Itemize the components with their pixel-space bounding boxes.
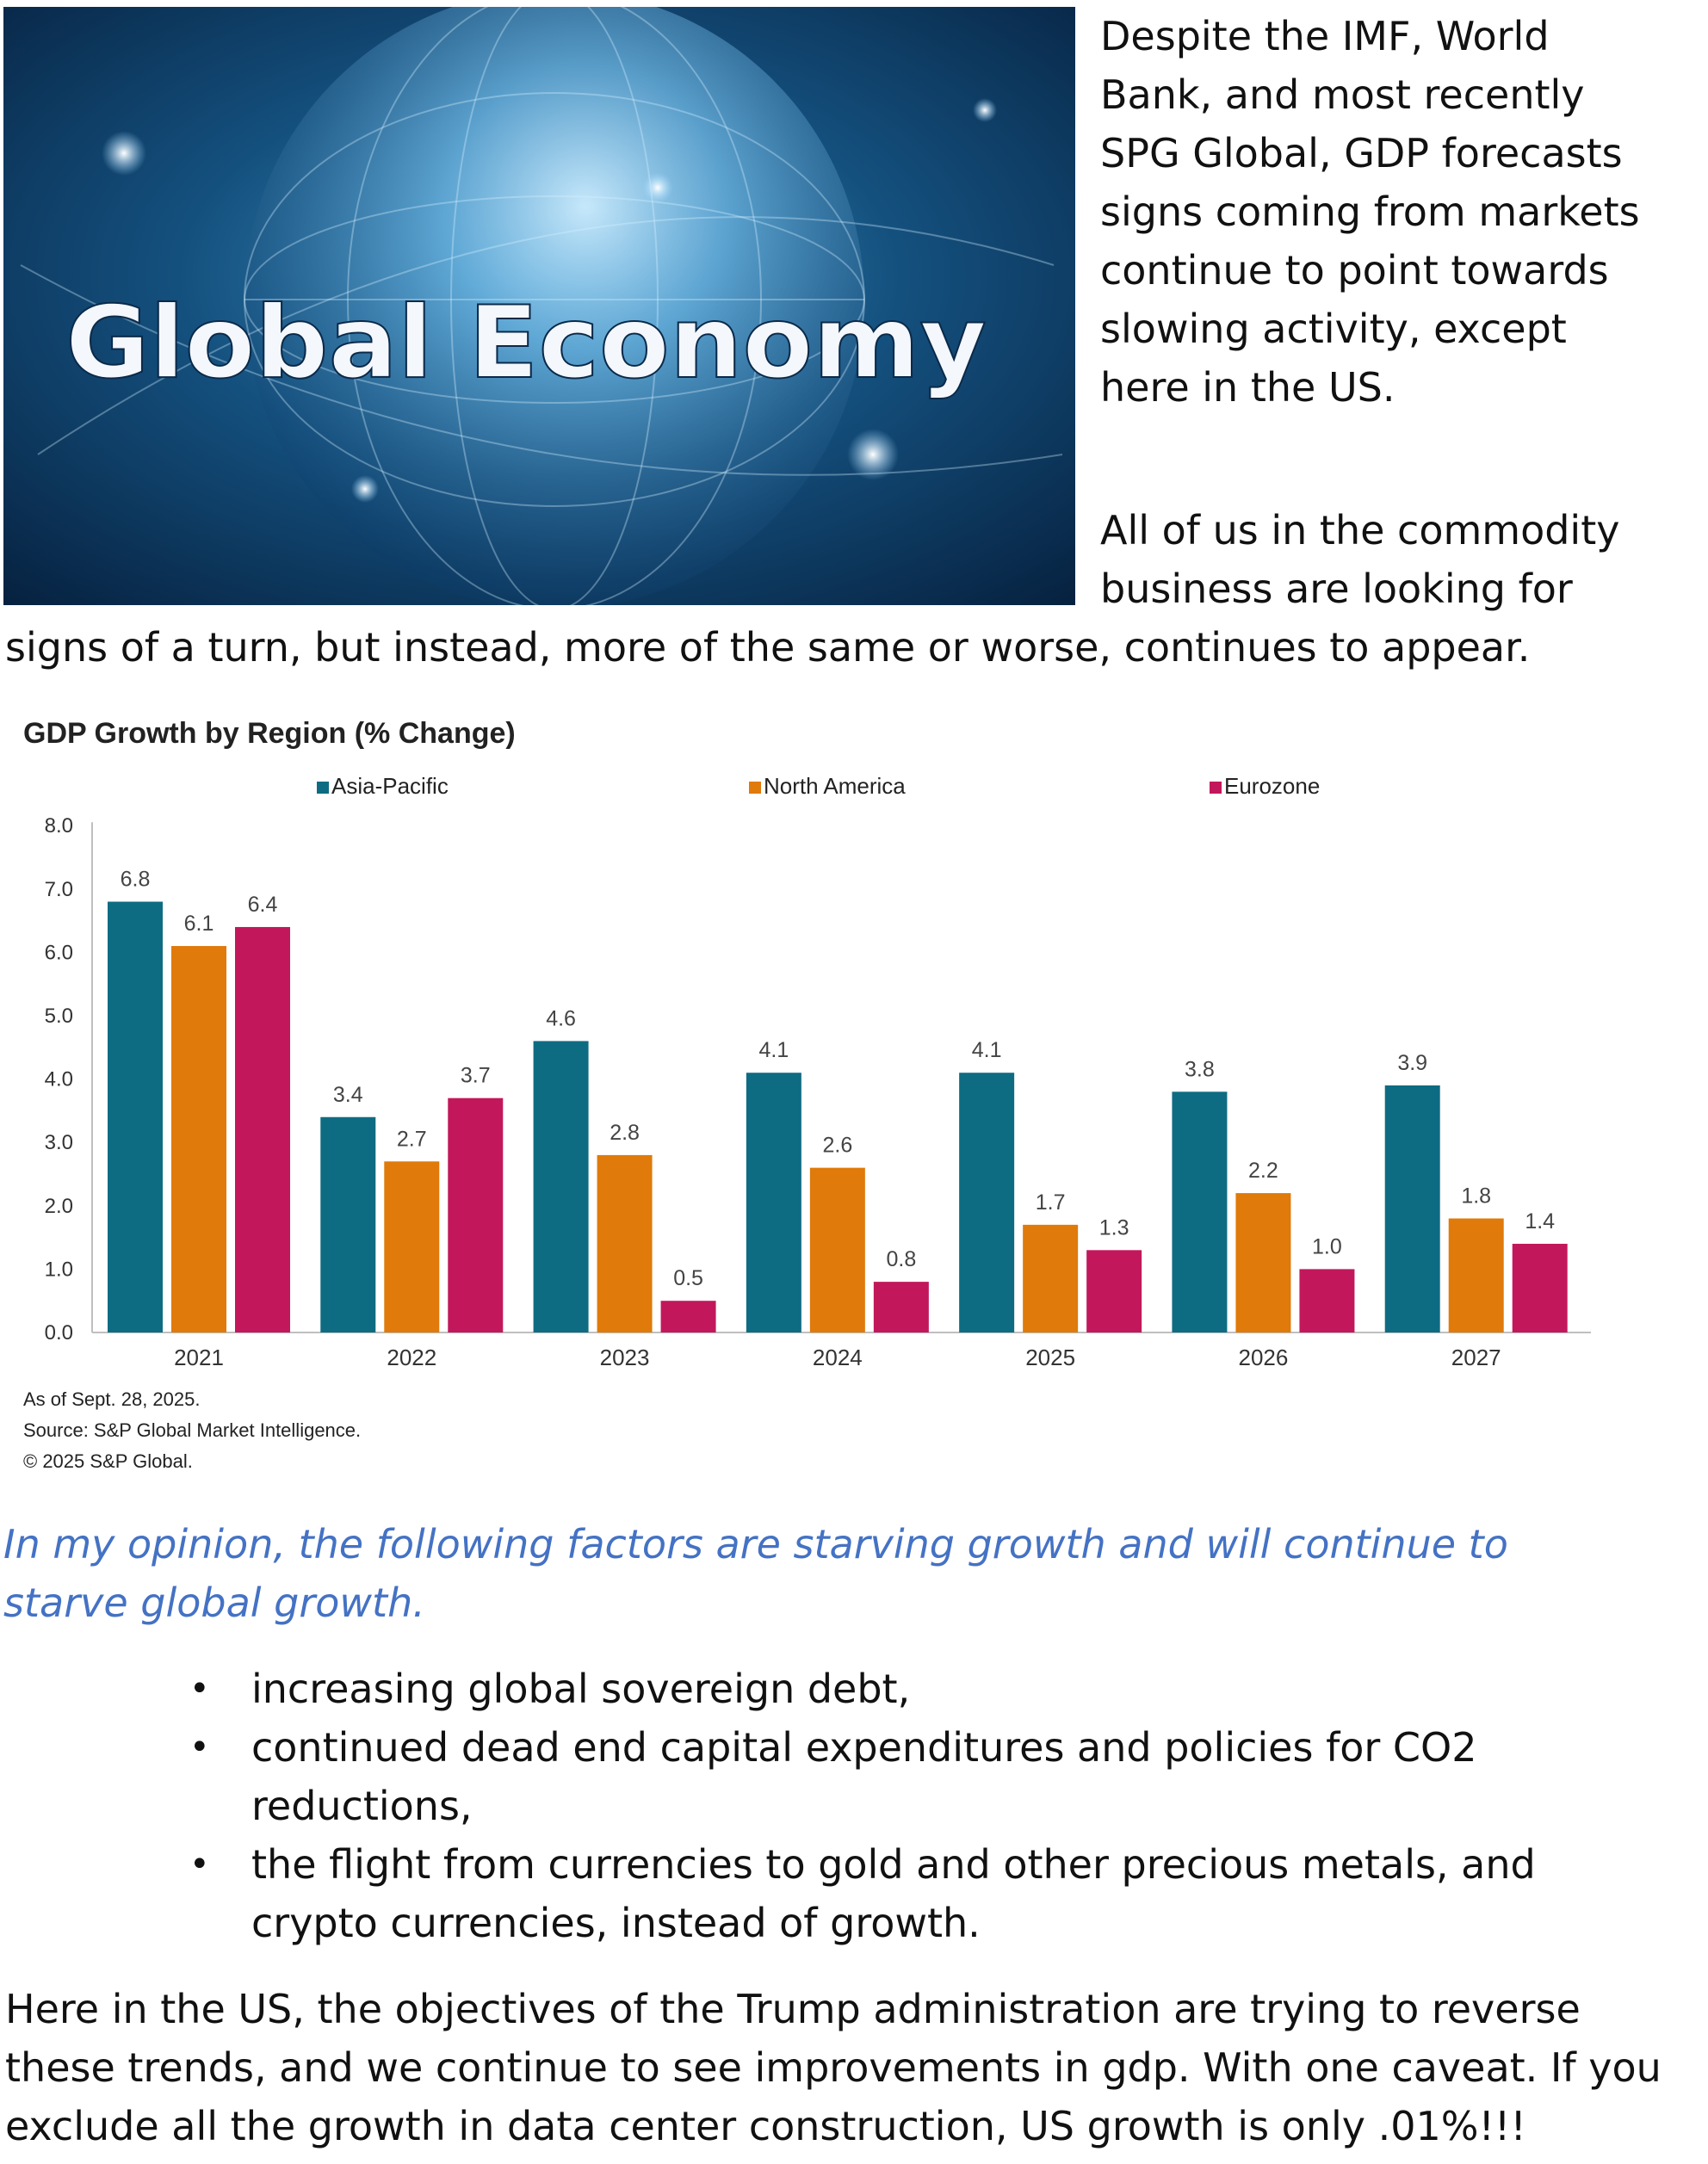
bar [809,1167,865,1332]
x-tick-label: 2024 [813,1345,863,1370]
bar [108,901,163,1332]
bar-value-label: 3.8 [1185,1057,1215,1081]
factor-list-item: • continued dead end capital expenditure… [181,1718,1610,1835]
bar-value-label: 1.4 [1525,1209,1555,1233]
legend-swatch [749,782,761,794]
bar-value-label: 0.5 [673,1266,703,1290]
chart-legend: Asia-Pacific North America Eurozone [317,773,1320,799]
y-tick-label: 3.0 [45,1131,73,1154]
chart-footnote: As of Sept. 28, 2025. [23,1388,200,1410]
bar [448,1097,504,1332]
bar [1023,1224,1079,1332]
bar [1235,1193,1291,1332]
bar-value-label: 4.6 [546,1006,576,1030]
factor-text: increasing global sovereign debt, [251,1666,911,1712]
bar [533,1041,589,1332]
gdp-growth-chart: GDP Growth by Region (% Change) Asia-Pac… [0,704,1618,1479]
legend-swatch [1210,782,1222,794]
y-tick-label: 1.0 [45,1258,73,1281]
bullet-icon: • [189,1845,210,1884]
bar-value-label: 3.9 [1397,1051,1427,1075]
x-tick-label: 2025 [1025,1345,1075,1370]
bar-value-label: 1.7 [1036,1190,1066,1215]
x-tick-label: 2022 [387,1345,436,1370]
chart-footnote: Source: S&P Global Market Intelligence. [23,1419,361,1441]
x-tick-label: 2026 [1239,1345,1289,1370]
chart-bars: 6.8 6.1 6.4 3.4 2.7 3.7 4.6 2.8 0.5 4.1 2.6 0.8 4.1 1… [108,868,1568,1332]
x-tick-label: 2027 [1451,1345,1501,1370]
bar-value-label: 6.4 [248,893,278,917]
bar-value-label: 2.7 [397,1127,427,1151]
factor-list: • increasing global sovereign debt, • co… [181,1660,1610,1952]
bar [959,1073,1015,1332]
bar [384,1161,440,1332]
bar [660,1301,716,1332]
bar-value-label: 1.8 [1461,1184,1491,1209]
chart-footnote: © 2025 S&P Global. [23,1450,193,1472]
bar [873,1282,929,1332]
intro-paragraph-1: Despite the IMF, World Bank, and most re… [1100,13,1640,411]
bar-value-label: 2.6 [822,1134,852,1158]
bar [1299,1269,1355,1332]
bar [1512,1243,1568,1332]
y-tick-label: 5.0 [45,1005,73,1028]
bar-value-label: 4.1 [758,1038,789,1062]
bar [235,926,290,1332]
chart-title: GDP Growth by Region (% Change) [23,717,516,750]
bar-value-label: 6.8 [121,868,151,892]
legend-label: Eurozone [1224,773,1320,799]
bar [1086,1250,1142,1332]
legend-label: North America [764,773,906,799]
x-tick-label: 2021 [174,1345,224,1370]
bar-value-label: 0.8 [886,1247,916,1271]
y-tick-label: 7.0 [45,878,73,901]
hero-caption: Global Economy [65,285,987,401]
y-tick-label: 6.0 [45,941,73,964]
bar-value-label: 3.7 [461,1064,491,1088]
x-axis: 2021 2022 2023 2024 2025 2026 2027 [174,1345,1501,1370]
bar-value-label: 1.3 [1099,1215,1129,1240]
bar [597,1154,653,1332]
y-tick-label: 2.0 [45,1195,73,1218]
global-economy-image: Global Economy [3,7,1075,605]
factor-text: continued dead end capital expenditures … [251,1724,1477,1829]
bar [1448,1218,1504,1332]
x-tick-label: 2023 [600,1345,650,1370]
intro-paragraph-2-start: All of us in the commodity business are … [1100,507,1620,612]
bullet-icon: • [189,1669,210,1709]
closing-paragraph: Here in the US, the objectives of the Tr… [5,1986,1662,2149]
intro-paragraph-2-end: signs of a turn, but instead, more of th… [5,624,1531,671]
y-tick-label: 0.0 [45,1321,73,1345]
legend-swatch [317,782,329,794]
bar-value-label: 1.0 [1312,1234,1342,1258]
bar-value-label: 6.1 [184,912,214,936]
factor-list-item: • the flight from currencies to gold and… [181,1835,1610,1952]
y-tick-label: 4.0 [45,1068,73,1091]
bar [171,946,226,1332]
y-tick-label: 8.0 [45,814,73,838]
bar [320,1116,376,1332]
bar-value-label: 2.8 [610,1121,640,1145]
opinion-text: In my opinion, the following factors are… [3,1521,1508,1626]
factor-text: the flight from currencies to gold and o… [251,1841,1536,1946]
bar [1384,1085,1440,1332]
bar-value-label: 3.4 [333,1083,363,1107]
bar [746,1073,801,1332]
bar-value-label: 4.1 [972,1038,1002,1062]
legend-label: Asia-Pacific [331,773,449,799]
bullet-icon: • [189,1728,210,1767]
bar-value-label: 2.2 [1248,1159,1278,1183]
factor-list-item: • increasing global sovereign debt, [181,1660,1610,1718]
chart-footnotes: As of Sept. 28, 2025. Source: S&P Global … [23,1388,361,1472]
bar [1172,1091,1228,1332]
